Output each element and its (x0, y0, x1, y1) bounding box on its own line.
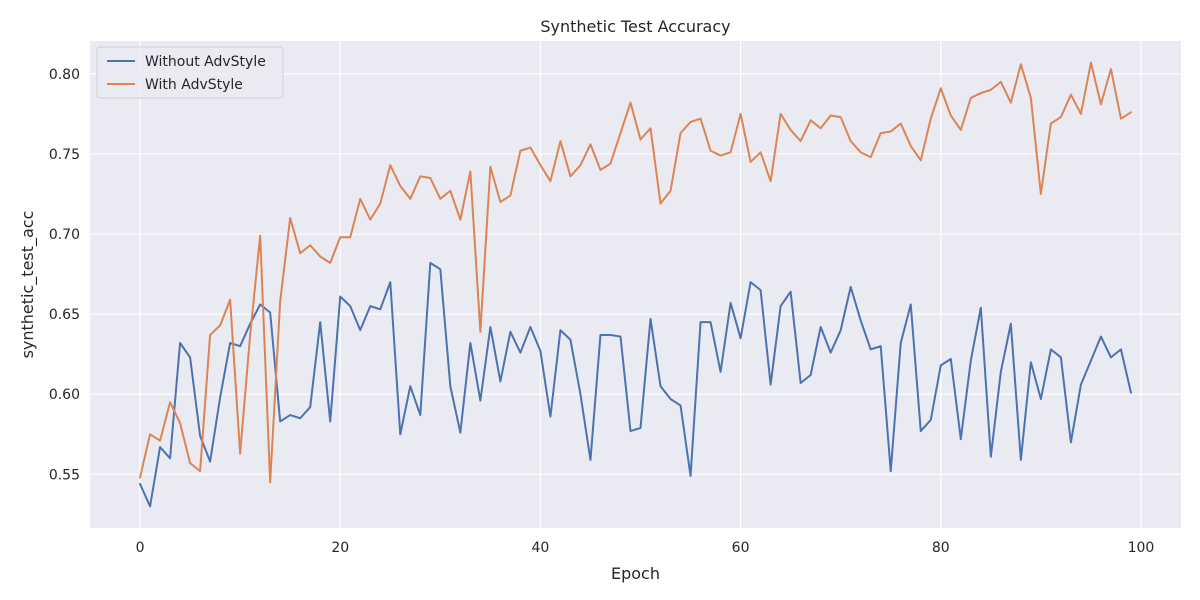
series-lines (139, 61, 1132, 508)
plot-area (90, 41, 1181, 528)
y-tick-label: 0.60 (49, 387, 80, 403)
x-tick-label: 100 (1128, 540, 1155, 556)
y-tick-labels: 0.55 0.60 0.65 0.70 0.75 0.80 (49, 67, 80, 483)
series-line-without-advstyle (139, 261, 1132, 508)
y-axis-label: synthetic_test_acc (18, 211, 38, 359)
series-line-with-advstyle (139, 61, 1132, 484)
legend-box (96, 46, 284, 99)
chart-title: Synthetic Test Accuracy (540, 17, 730, 36)
y-tick-label: 0.75 (49, 147, 80, 163)
x-tick-label: 80 (932, 540, 950, 556)
x-tick-label: 60 (732, 540, 750, 556)
y-tick-label: 0.80 (49, 67, 80, 83)
y-tick-label: 0.65 (49, 307, 80, 323)
x-tick-label: 0 (136, 540, 145, 556)
x-axis-label: Epoch (611, 564, 660, 583)
legend-label-with-advstyle: With AdvStyle (145, 77, 243, 93)
legend: Without AdvStyle With AdvStyle (96, 46, 284, 99)
x-tick-label: 20 (331, 540, 349, 556)
x-tick-label: 40 (531, 540, 549, 556)
x-tick-labels: 0 20 40 60 80 100 (136, 540, 1155, 556)
y-tick-label: 0.70 (49, 227, 80, 243)
legend-label-without-advstyle: Without AdvStyle (145, 54, 266, 70)
grid-lines (90, 41, 1181, 528)
y-tick-label: 0.55 (49, 467, 80, 483)
